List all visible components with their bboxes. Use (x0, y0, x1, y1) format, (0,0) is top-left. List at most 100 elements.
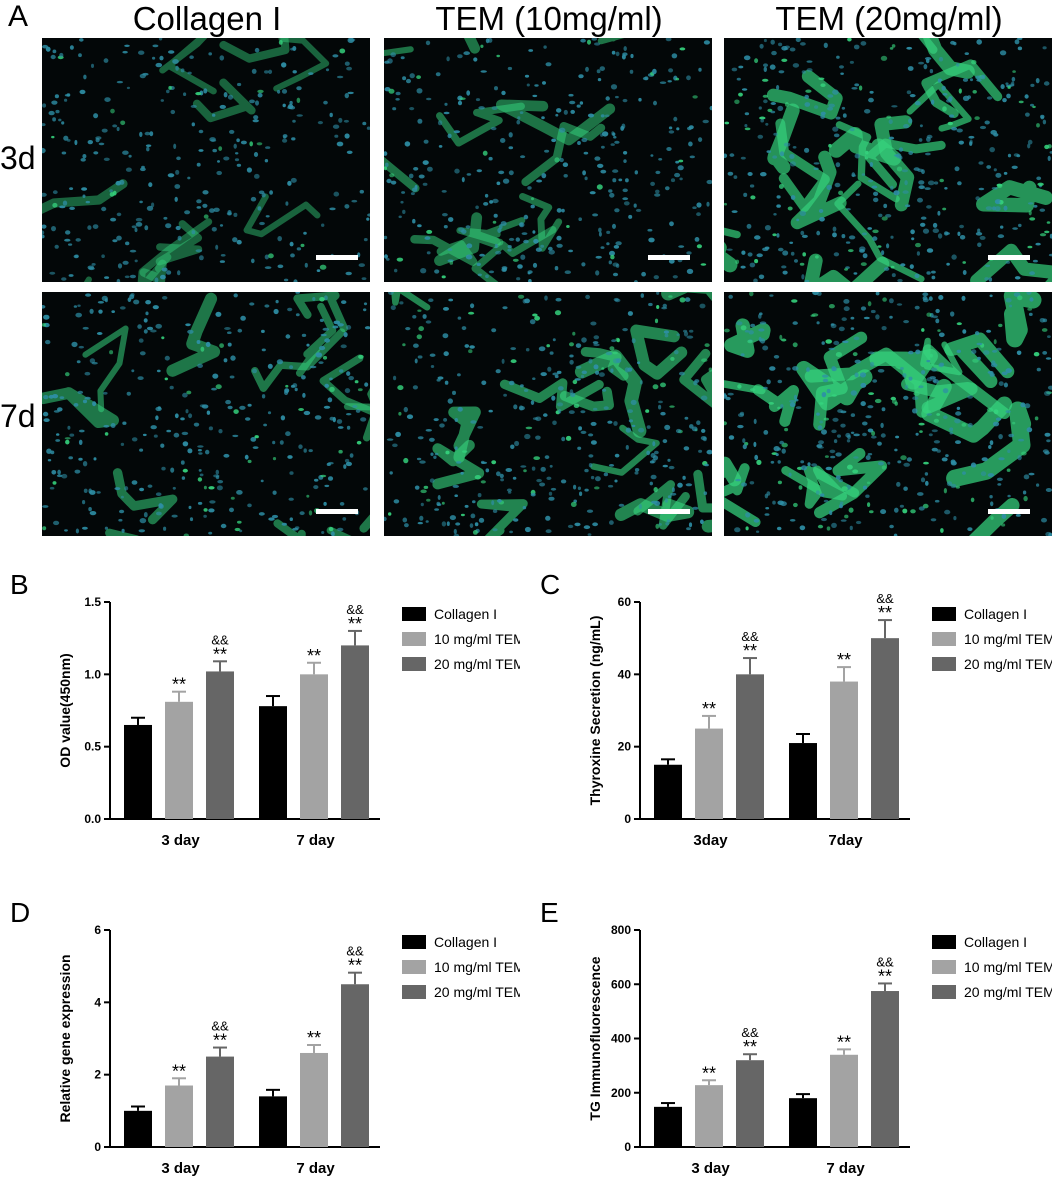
nucleus (491, 460, 497, 465)
nucleus (272, 490, 277, 495)
nucleus (485, 38, 490, 44)
nucleus (598, 227, 602, 233)
cell-strand (921, 378, 1013, 443)
nucleus (600, 133, 604, 137)
nucleus (835, 162, 841, 168)
nucleus (152, 44, 159, 48)
nucleus (442, 213, 448, 217)
nucleus (682, 475, 686, 480)
nucleus (507, 491, 512, 494)
nucleus (42, 103, 47, 108)
nucleus (454, 418, 458, 422)
nucleus (686, 268, 694, 274)
nucleus (98, 142, 105, 146)
nucleus (184, 210, 191, 215)
nucleus (341, 300, 347, 304)
significance-stars: ** (348, 956, 362, 976)
nucleus (613, 135, 617, 139)
nucleus (196, 162, 201, 167)
nucleus (878, 213, 883, 218)
nucleus (75, 312, 82, 318)
significance-ampersand: && (211, 1019, 229, 1034)
nucleus (289, 100, 293, 105)
nucleus (666, 519, 670, 523)
nucleus (1047, 144, 1052, 149)
nucleus (670, 356, 675, 361)
nucleus (587, 533, 592, 536)
nucleus (818, 440, 824, 445)
cell-strand (580, 346, 629, 381)
nucleus (516, 119, 521, 125)
nucleus (942, 93, 948, 96)
nucleus (466, 173, 472, 176)
nucleus (1047, 385, 1052, 390)
nucleus (154, 277, 159, 282)
nucleus (877, 369, 885, 373)
nucleus (160, 443, 165, 448)
nucleus (197, 449, 202, 452)
legend-label: 20 mg/ml TEM (964, 984, 1052, 1000)
nucleus (463, 51, 470, 56)
nucleus (800, 230, 805, 236)
nucleus (922, 503, 929, 509)
nucleus (540, 244, 545, 248)
nucleus (92, 224, 99, 230)
nucleus (975, 196, 980, 201)
nucleus (402, 343, 406, 347)
nucleus (918, 506, 925, 511)
nucleus (139, 487, 145, 492)
cell-strand (968, 498, 1020, 536)
nucleus (789, 154, 795, 159)
nucleus (92, 401, 97, 407)
nucleus (853, 336, 860, 341)
nucleus (574, 522, 581, 527)
nucleus (520, 155, 526, 159)
nucleus (197, 477, 203, 482)
nucleus (816, 321, 820, 325)
nucleus (476, 169, 482, 173)
nucleus (314, 478, 319, 482)
bar (300, 1052, 328, 1147)
y-tick-label: 1.0 (84, 667, 101, 681)
nucleus (420, 502, 424, 507)
nucleus (174, 184, 181, 189)
nucleus (517, 264, 523, 269)
nucleus (766, 150, 772, 153)
nucleus (1029, 271, 1035, 276)
nucleus (944, 509, 951, 515)
nucleus (116, 80, 123, 84)
nucleus (597, 78, 602, 82)
nucleus (653, 100, 657, 106)
nucleus (763, 66, 767, 72)
nucleus (169, 385, 174, 390)
nucleus (556, 243, 563, 248)
nucleus (524, 433, 531, 440)
nucleus (889, 524, 894, 529)
nucleus (88, 267, 95, 271)
nucleus (760, 172, 767, 177)
nucleus (159, 55, 164, 61)
nucleus (665, 186, 670, 191)
nucleus (148, 182, 153, 188)
cell-strand (976, 180, 1052, 213)
nucleus (348, 376, 355, 381)
nucleus (662, 464, 668, 468)
nucleus (853, 456, 859, 459)
nucleus (52, 117, 56, 122)
nucleus (327, 476, 334, 481)
nucleus (260, 479, 264, 483)
cell-strand (693, 469, 712, 513)
nucleus (1033, 204, 1038, 208)
nucleus (366, 126, 370, 130)
nucleus (688, 141, 693, 147)
nucleus (296, 86, 302, 91)
nucleus (424, 236, 431, 240)
nucleus (696, 244, 702, 249)
nucleus (56, 474, 63, 478)
nucleus (352, 405, 358, 408)
nucleus (418, 174, 425, 179)
nucleus (57, 469, 61, 475)
nucleus (548, 249, 555, 255)
nucleus (676, 127, 680, 131)
nucleus (614, 453, 620, 458)
